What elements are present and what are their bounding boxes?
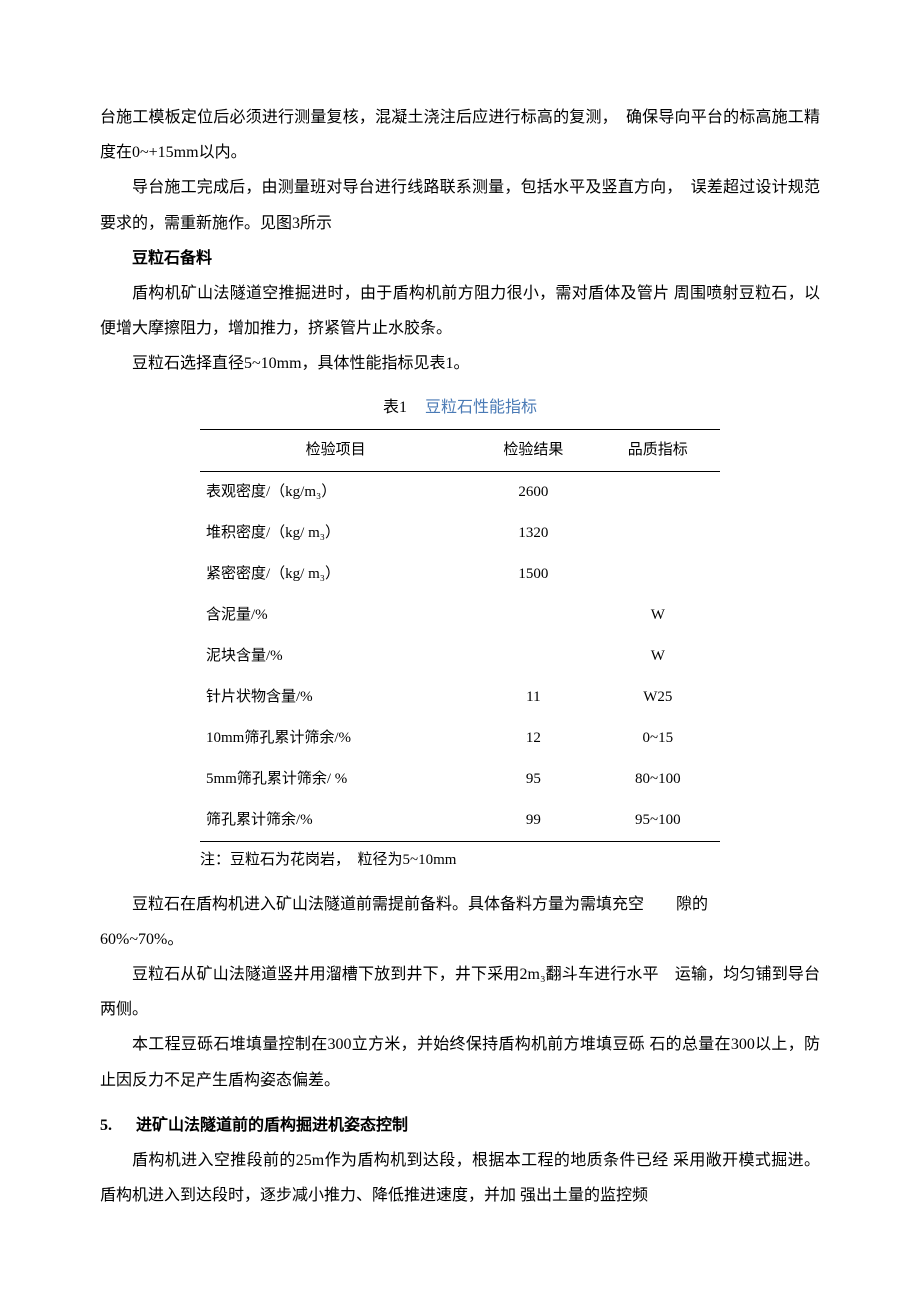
table-cell: 1320 xyxy=(471,513,595,554)
table-cell: 紧密密度/（kg/ m₃） xyxy=(200,554,471,595)
section-5-heading: 5. 进矿山法隧道前的盾构掘进机姿态控制 xyxy=(100,1108,820,1143)
table1-note: 注：豆粒石为花岗岩， 粒径为5~10mm xyxy=(200,844,720,877)
table1-number: 表1 xyxy=(383,399,407,416)
paragraph-5a: 豆粒石在盾构机进入矿山法隧道前需提前备料。具体备料方量为需填充空 隙的 xyxy=(100,887,820,922)
table-cell: 95~100 xyxy=(596,800,720,842)
paragraph-6: 豆粒石从矿山法隧道竖井用溜槽下放到井下，井下采用2m₃翻斗车进行水平 运输，均匀… xyxy=(100,957,820,1027)
table-row: 泥块含量/% W xyxy=(200,636,720,677)
table-cell: 筛孔累计筛余/% xyxy=(200,800,471,842)
table-row: 含泥量/% W xyxy=(200,595,720,636)
table1-col-0: 检验项目 xyxy=(200,429,471,471)
table-row: 紧密密度/（kg/ m₃）1500 xyxy=(200,554,720,595)
table-cell: 12 xyxy=(471,718,595,759)
table1-header-row: 检验项目 检验结果 品质指标 xyxy=(200,429,720,471)
table-row: 针片状物含量/%11W25 xyxy=(200,677,720,718)
table-cell: 表观密度/（kg/m₃） xyxy=(200,471,471,513)
paragraph-8: 盾构机进入空推段前的25m作为盾构机到达段，根据本工程的地质条件已经 采用敞开模… xyxy=(100,1143,820,1213)
table-row: 筛孔累计筛余/%9995~100 xyxy=(200,800,720,842)
section-5-number: 5. xyxy=(100,1108,132,1143)
paragraph-5b: 60%~70%。 xyxy=(100,922,820,957)
heading-bean-stone: 豆粒石备料 xyxy=(100,241,820,276)
table-cell: W xyxy=(596,595,720,636)
table1-title: 表1 豆粒石性能指标 xyxy=(100,390,820,425)
paragraph-3: 盾构机矿山法隧道空推掘进时，由于盾构机前方阻力很小，需对盾体及管片 周围喷射豆粒… xyxy=(100,276,820,346)
table-cell xyxy=(596,471,720,513)
table-row: 表观密度/（kg/m₃）2600 xyxy=(200,471,720,513)
table1-col-1: 检验结果 xyxy=(471,429,595,471)
table-row: 5mm筛孔累计筛余/ %9580~100 xyxy=(200,759,720,800)
section-5-title: 进矿山法隧道前的盾构掘进机姿态控制 xyxy=(136,1117,408,1134)
table-cell: 80~100 xyxy=(596,759,720,800)
table-cell: 10mm筛孔累计筛余/% xyxy=(200,718,471,759)
table-cell: 泥块含量/% xyxy=(200,636,471,677)
table-cell: 1500 xyxy=(471,554,595,595)
paragraph-2: 导台施工完成后，由测量班对导台进行线路联系测量，包括水平及竖直方向， 误差超过设… xyxy=(100,170,820,240)
table-cell xyxy=(596,554,720,595)
table1-col-2: 品质指标 xyxy=(596,429,720,471)
table-cell: 针片状物含量/% xyxy=(200,677,471,718)
table1-caption: 豆粒石性能指标 xyxy=(425,399,537,416)
table-cell: 堆积密度/（kg/ m₃） xyxy=(200,513,471,554)
table-cell: 2600 xyxy=(471,471,595,513)
paragraph-1: 台施工模板定位后必须进行测量复核，混凝土浇注后应进行标高的复测， 确保导向平台的… xyxy=(100,100,820,170)
table-row: 10mm筛孔累计筛余/%120~15 xyxy=(200,718,720,759)
table-cell xyxy=(471,595,595,636)
table-cell xyxy=(596,513,720,554)
table-cell: W xyxy=(596,636,720,677)
table-cell xyxy=(471,636,595,677)
table1: 检验项目 检验结果 品质指标 表观密度/（kg/m₃）2600堆积密度/（kg/… xyxy=(200,429,720,842)
paragraph-7: 本工程豆砾石堆填量控制在300立方米，并始终保持盾构机前方堆填豆砾 石的总量在3… xyxy=(100,1027,820,1097)
table-cell: 95 xyxy=(471,759,595,800)
paragraph-4: 豆粒石选择直径5~10mm，具体性能指标见表1。 xyxy=(100,346,820,381)
table-cell: 5mm筛孔累计筛余/ % xyxy=(200,759,471,800)
table-cell: W25 xyxy=(596,677,720,718)
table-row: 堆积密度/（kg/ m₃）1320 xyxy=(200,513,720,554)
table-cell: 含泥量/% xyxy=(200,595,471,636)
table-cell: 11 xyxy=(471,677,595,718)
table-cell: 99 xyxy=(471,800,595,842)
table-cell: 0~15 xyxy=(596,718,720,759)
